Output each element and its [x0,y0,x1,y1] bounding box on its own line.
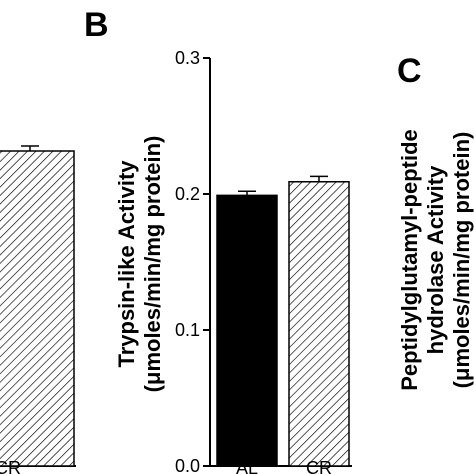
panel-c-ylabel-line1: Peptidylglutamyl-peptide [397,129,422,391]
panel-a-bar-cr [0,150,75,467]
panel-b-ylabel-line2: (μmoles/min/mg protein) [140,136,165,393]
panel-b-y-tick-label: 0.2 [175,184,200,204]
panel-b-bar-cr [288,181,350,467]
panel-b-bar-al [216,194,278,467]
panel-b-y-tick-label: 0.1 [175,320,200,340]
panel-b-category-label: CR [306,458,332,474]
panel-b-y-tick-label: 0.0 [175,456,200,474]
panel-b-axes: 0.0 0.1 0.2 0.3 [175,48,352,474]
panel-b: B Trypsin-like Activity (μmoles/min/mg p… [84,6,352,474]
panel-b-ylabel-line1: Trypsin-like Activity [114,160,139,368]
panel-c-ylabel-line3: (μmoles/min/mg protein) [449,132,474,389]
panel-b-letter: B [84,6,109,44]
panel-a-category-label: CR [0,458,21,474]
panel-c-ylabel-line2: hydrolase Activity [423,165,448,354]
panel-b-category-label: AL [236,458,258,474]
panel-b-bars: AL CR [216,175,350,474]
panel-c-letter: C [397,52,422,90]
panel-a: CR [0,145,76,474]
panel-b-y-tick-label: 0.3 [175,48,200,68]
panel-c: C Peptidylglutamyl-peptide hydrolase Act… [397,52,474,391]
